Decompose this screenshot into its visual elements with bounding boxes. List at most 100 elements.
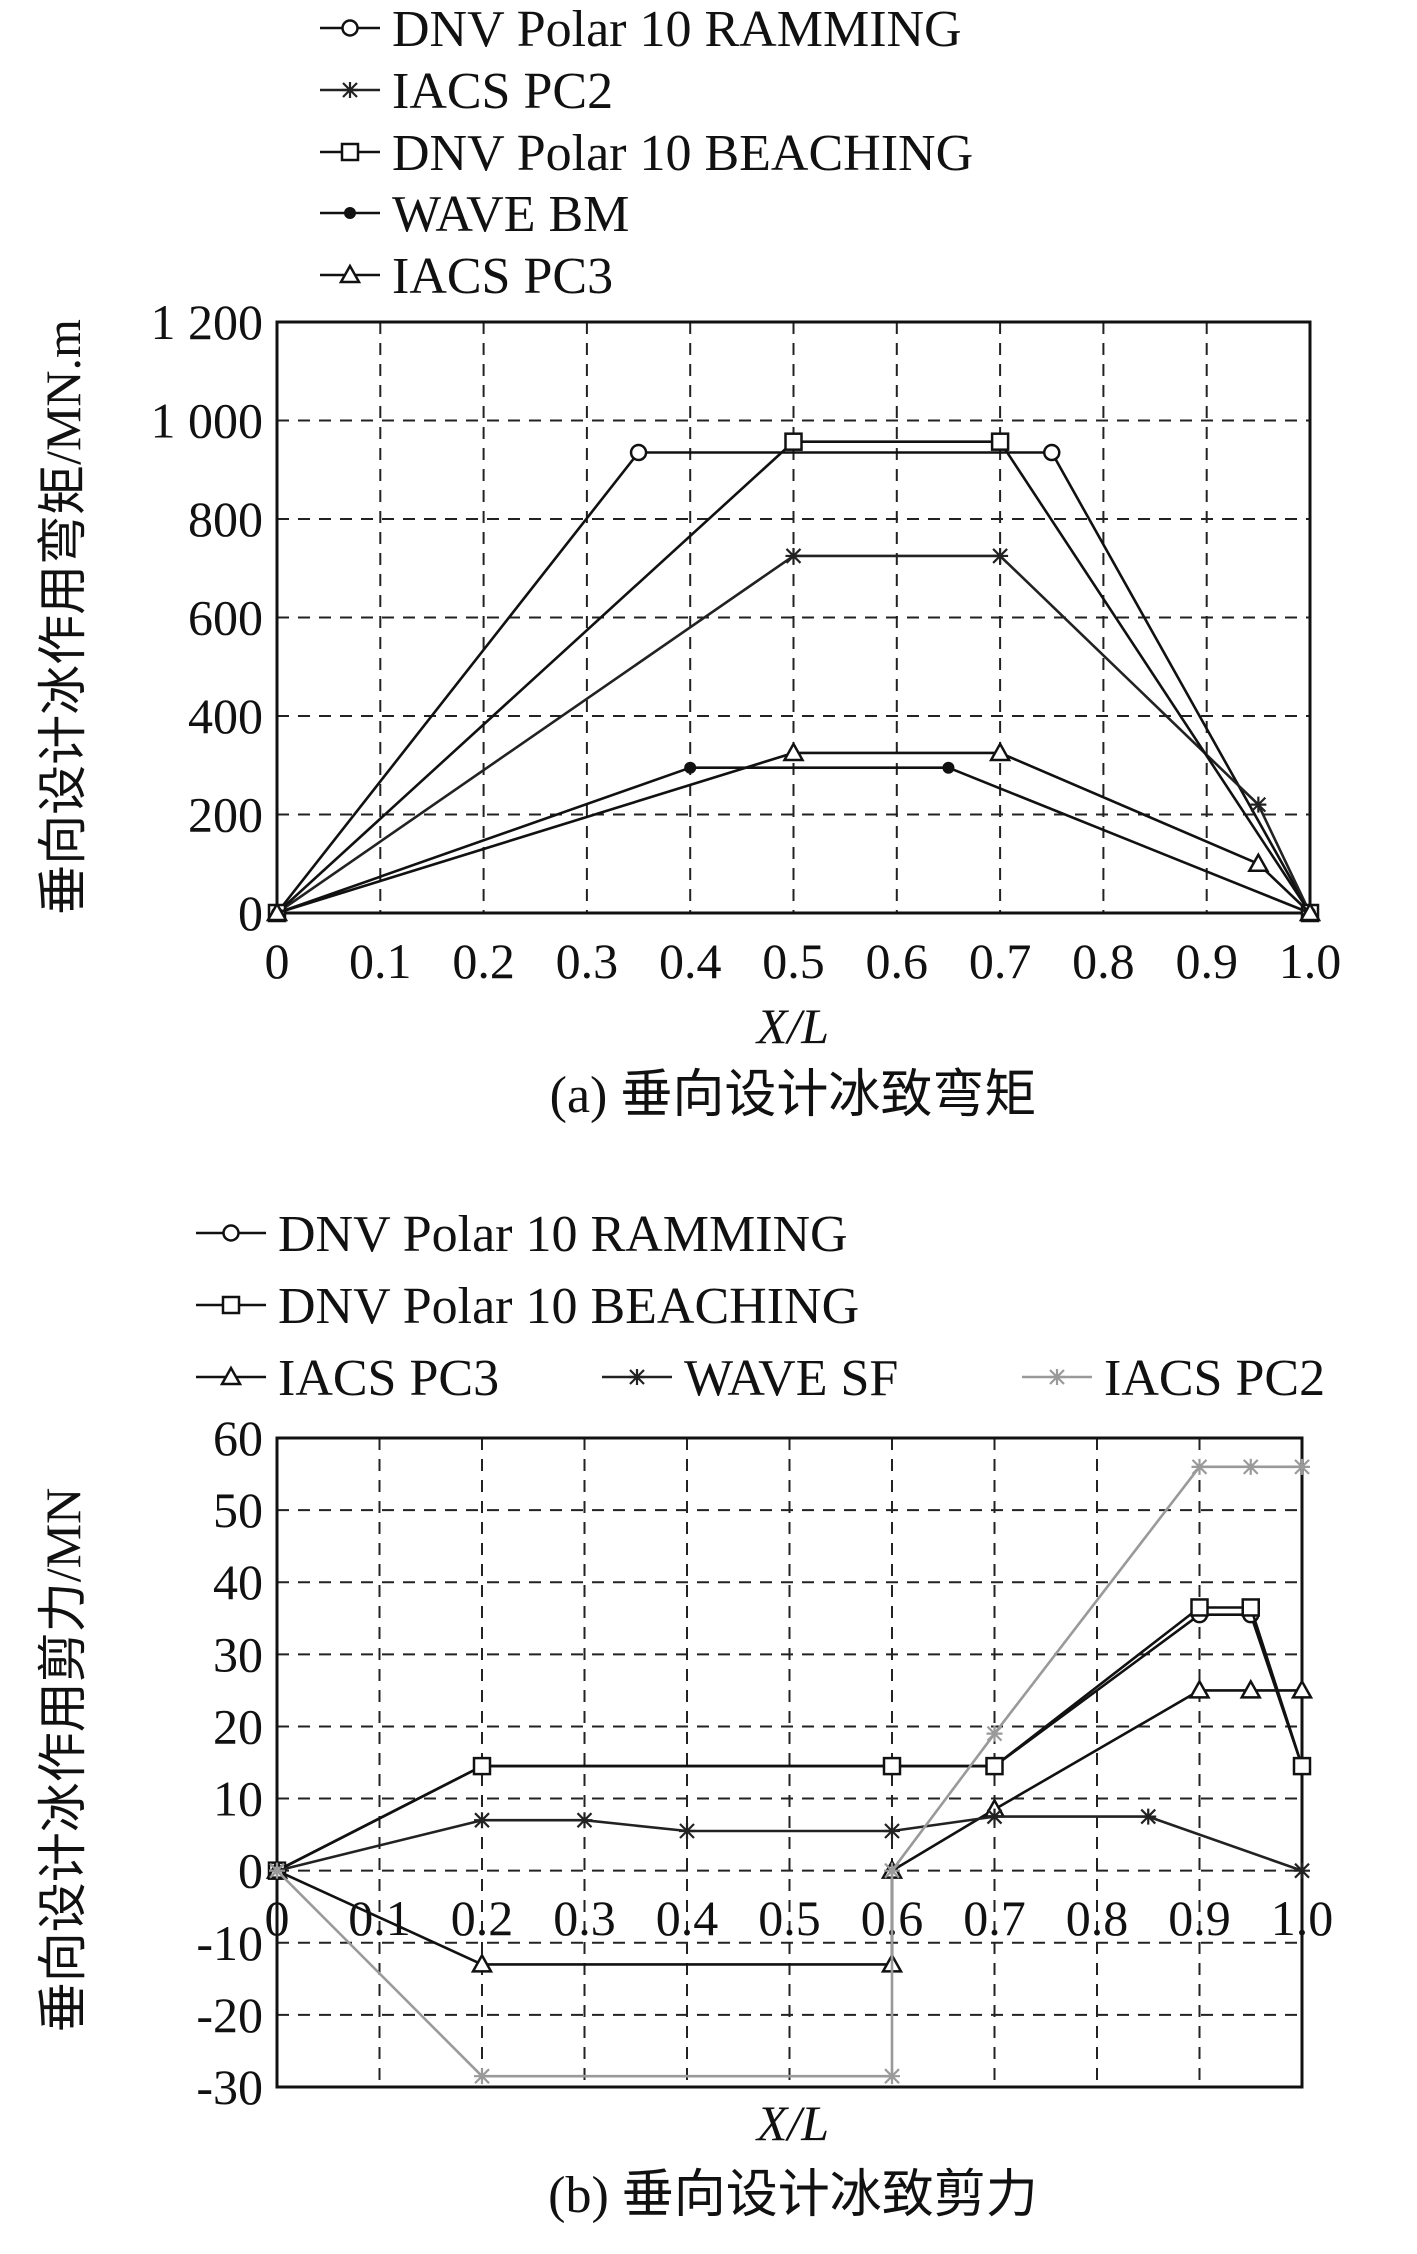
data-point-shape xyxy=(1294,1862,1310,1879)
data-point xyxy=(1242,1458,1259,1475)
legend-marker-shape xyxy=(219,1365,243,1386)
data-point-shape xyxy=(1188,1678,1211,1699)
chart-caption: (a) 垂向设计冰致弯矩 xyxy=(550,1066,1037,1124)
data-point xyxy=(1140,1808,1157,1825)
data-point xyxy=(1290,1678,1314,1699)
legend-marker xyxy=(340,142,360,162)
legend-item: DNV Polar 10 BEACHING xyxy=(196,1278,859,1335)
data-point xyxy=(882,1756,902,1776)
data-point-shape xyxy=(472,1756,492,1776)
y-tick-label: 60 xyxy=(213,1410,263,1466)
y-tick-label: 20 xyxy=(213,1698,263,1754)
x-tick-label: 1.0 xyxy=(1279,933,1342,989)
data-point xyxy=(629,443,648,462)
data-point xyxy=(884,1862,900,1879)
x-tick-label: 0.5 xyxy=(758,1890,821,1946)
x-axis-title: X/L xyxy=(755,2095,829,2151)
y-tick-label: -20 xyxy=(196,1987,263,2043)
data-point-shape xyxy=(1242,1458,1259,1475)
data-point-shape xyxy=(884,1823,900,1840)
data-point-shape xyxy=(265,901,289,922)
y-tick-label: 400 xyxy=(188,688,263,744)
series-line xyxy=(276,1689,1302,1966)
legend-item: WAVE SF xyxy=(602,1350,898,1407)
data-point-shape xyxy=(884,1862,900,1879)
y-tick-label: 800 xyxy=(188,491,263,547)
data-point xyxy=(470,1952,494,1973)
legend-item: DNV Polar 10 RAMMING xyxy=(320,1,962,58)
legend-marker xyxy=(221,1295,241,1315)
data-point xyxy=(1294,1458,1310,1475)
legend-item: IACS PC2 xyxy=(320,63,613,120)
data-point xyxy=(782,741,805,762)
x-tick-label: 0.6 xyxy=(866,933,929,989)
data-point-shape xyxy=(986,1808,1003,1825)
x-tick-label: 0.8 xyxy=(1072,933,1135,989)
data-point xyxy=(474,1812,490,1829)
x-axis-title: X/L xyxy=(755,998,829,1054)
x-tick-label: 1.0 xyxy=(1271,1890,1334,1946)
legend-marker xyxy=(219,1365,243,1386)
legend-marker xyxy=(341,19,359,37)
data-point xyxy=(785,547,802,564)
x-tick-label: 0.8 xyxy=(1066,1890,1129,1946)
y-tick-label: -30 xyxy=(196,2059,263,2115)
series-line xyxy=(276,440,1312,914)
legend-label: DNV Polar 10 BEACHING xyxy=(392,125,973,182)
series-line xyxy=(276,1815,1303,1872)
data-point-shape xyxy=(986,1725,1003,1742)
data-point xyxy=(986,1808,1003,1825)
data-point-shape xyxy=(1298,901,1322,922)
x-tick-label: 0.3 xyxy=(553,1890,616,1946)
series-line xyxy=(276,766,1311,915)
y-tick-label: 0 xyxy=(238,885,263,941)
x-tick-label: 0.4 xyxy=(656,1890,719,1946)
legend-marker xyxy=(222,1224,240,1242)
legend-item: IACS PC3 xyxy=(196,1350,499,1407)
data-point-shape xyxy=(784,432,803,451)
data-point-shape xyxy=(474,1812,490,1829)
x-tick-label: 0.5 xyxy=(762,933,825,989)
data-point-shape xyxy=(782,741,805,762)
data-point xyxy=(679,1823,695,1840)
x-tick-label: 0.9 xyxy=(1175,933,1238,989)
series-dnv-polar-10-beaching xyxy=(267,1598,1312,1880)
legend-item: DNV Polar 10 RAMMING xyxy=(196,1206,848,1263)
y-tick-label: 200 xyxy=(188,787,263,843)
data-point-shape xyxy=(629,443,648,462)
legend-marker-shape xyxy=(221,1295,241,1315)
legend-marker xyxy=(338,263,362,284)
x-tick-label: 0.2 xyxy=(451,1890,514,1946)
legend-label: WAVE BM xyxy=(392,186,629,243)
legend-marker-shape xyxy=(340,142,360,162)
series-iacs-pc3 xyxy=(265,741,1322,922)
legend-label: IACS PC3 xyxy=(278,1350,499,1407)
data-point-shape xyxy=(1239,1678,1262,1699)
data-point-shape xyxy=(884,2068,900,2085)
data-point xyxy=(884,1823,900,1840)
x-tick-label: 0.9 xyxy=(1168,1890,1231,1946)
y-tick-label: 10 xyxy=(213,1771,263,1827)
data-point xyxy=(988,741,1012,762)
data-point-shape xyxy=(1294,1458,1310,1475)
data-point xyxy=(784,432,803,451)
chart-caption: (b) 垂向设计冰致剪力 xyxy=(548,2167,1038,2224)
data-point xyxy=(884,2068,900,2085)
data-point xyxy=(1247,852,1270,872)
data-point xyxy=(269,1862,285,1879)
data-point xyxy=(1241,1598,1260,1617)
data-point-shape xyxy=(992,547,1009,564)
y-axis-title: 垂向设计冰作用弯矩/MN.m xyxy=(35,319,91,915)
x-tick-label: 0 xyxy=(265,933,290,989)
data-point-shape xyxy=(785,547,802,564)
y-tick-label: 40 xyxy=(213,1554,263,1610)
data-point-shape xyxy=(576,1812,593,1829)
legend-marker xyxy=(344,207,356,219)
series-line xyxy=(275,451,1312,914)
data-point xyxy=(1188,1678,1211,1699)
y-tick-label: 0 xyxy=(238,1843,263,1899)
data-point xyxy=(576,1812,593,1829)
grid xyxy=(277,322,1310,913)
